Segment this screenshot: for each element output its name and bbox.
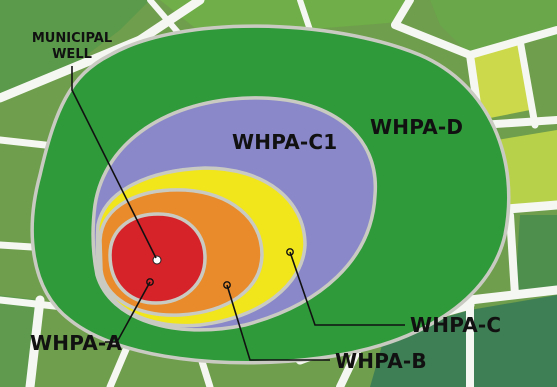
- map-labels: MUNICIPAL WELL WHPA-D WHPA-C1 WHPA-A WHP…: [30, 31, 501, 373]
- label-well: WELL: [52, 47, 92, 62]
- block-top-center: [160, 0, 410, 32]
- endpoint-zone-a: [146, 278, 154, 286]
- leader-zone-b: [226, 284, 330, 361]
- leader-zone-a: [105, 281, 151, 343]
- street: [506, 211, 519, 299]
- endpoint-zone-c: [286, 248, 294, 256]
- block-right-yellow: [468, 40, 530, 120]
- label-zone-b: WHPA-B: [335, 349, 427, 373]
- street: [466, 26, 557, 59]
- label-zone-a: WHPA-A: [30, 331, 122, 355]
- leader-well: [71, 66, 157, 259]
- street: [516, 36, 539, 129]
- label-zone-d: WHPA-D: [370, 115, 463, 139]
- block-right-yellow-2: [497, 130, 557, 210]
- street: [465, 285, 557, 305]
- municipal-well-marker: [152, 255, 162, 265]
- street: [391, 21, 474, 59]
- street: [391, 0, 414, 29]
- street: [25, 295, 45, 387]
- label-zone-c: WHPA-C: [410, 313, 501, 337]
- leader-lines: [71, 66, 405, 361]
- label-municipal: MUNICIPAL: [32, 31, 112, 46]
- block-top-right: [430, 0, 557, 55]
- block-bottom-right: [370, 295, 557, 387]
- block-top-left: [0, 0, 150, 95]
- leader-endpoints: [146, 248, 294, 289]
- leader-zone-c: [289, 251, 405, 326]
- endpoint-zone-b: [223, 281, 231, 289]
- block-right-mid: [515, 215, 557, 292]
- label-zone-c1: WHPA-C1: [232, 130, 337, 154]
